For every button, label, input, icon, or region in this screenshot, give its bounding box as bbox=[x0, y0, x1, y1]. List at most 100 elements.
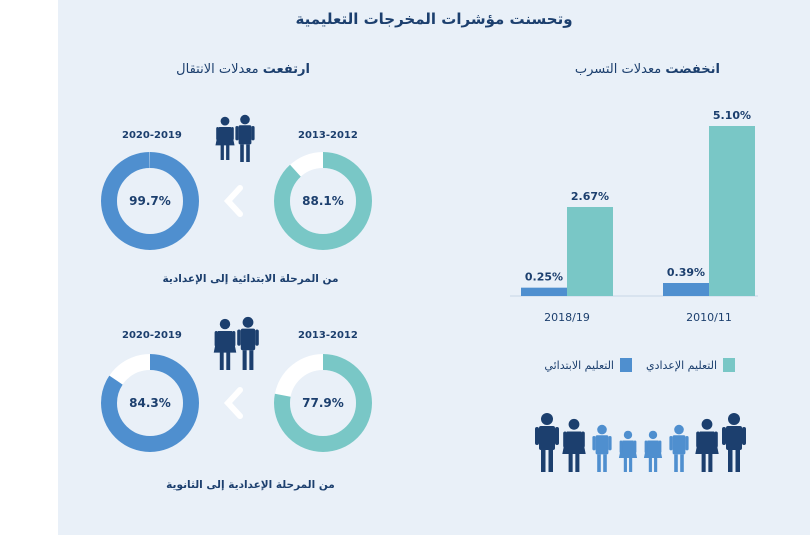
child-icon-6-leg-r bbox=[708, 452, 713, 472]
boy-icon-top-arm-l bbox=[235, 126, 239, 141]
dropout-heading: انخفضت معدلات التسرب bbox=[575, 62, 720, 77]
donut-prep-2019-label: 84.3% bbox=[129, 396, 171, 410]
child-icon-7 bbox=[722, 413, 746, 472]
boy-icon-middle-leg-r bbox=[249, 350, 254, 370]
child-icon-3 bbox=[618, 430, 638, 472]
legend-swatch-teal bbox=[723, 358, 735, 372]
donut-prep-2019: 84.3% bbox=[101, 354, 199, 452]
boy-icon-top-leg-l bbox=[240, 144, 244, 162]
child-icon-2-leg-l bbox=[597, 454, 601, 472]
girl-icon-middle-leg-l bbox=[219, 350, 224, 370]
infographic-panel: وتحسنت مؤشرات المخرجات التعليمية انخفضت … bbox=[58, 0, 810, 535]
child-icon-2-leg-r bbox=[603, 454, 607, 472]
child-icon-6 bbox=[695, 418, 719, 472]
arrow-left-icon-2 bbox=[223, 387, 243, 419]
child-icon-7-arm-r bbox=[742, 427, 746, 445]
child-icon-0-arm-l bbox=[535, 427, 539, 445]
group2-caption: من المرحلة الإعدادية إلى الثانوية bbox=[166, 479, 335, 491]
boy-icon-middle-head bbox=[242, 316, 254, 328]
child-icon-3-arm-r bbox=[633, 440, 637, 454]
bar-category-label-0: 2018/19 bbox=[544, 311, 590, 324]
donut-prep-2012-label: 77.9% bbox=[302, 396, 344, 410]
girl-icon-middle-head bbox=[219, 318, 231, 330]
child-icon-6-arm-l bbox=[696, 431, 700, 448]
bar-preparatory-label-1: 5.10% bbox=[713, 109, 751, 122]
group1-caption: من المرحلة الابتدائية إلى الإعدادية bbox=[162, 273, 339, 285]
donut-primary-2019: 99.7% bbox=[101, 152, 199, 250]
boy-icon-top-leg-r bbox=[246, 144, 250, 162]
legend-primary-label: التعليم الابتدائي bbox=[544, 358, 614, 372]
child-icon-1 bbox=[562, 418, 586, 472]
donut-primary-2019-label: 99.7% bbox=[129, 194, 171, 208]
legend-preparatory: التعليم الإعدادي bbox=[646, 358, 735, 372]
child-icon-0-torso bbox=[539, 426, 555, 450]
bar-primary-label-0: 0.25% bbox=[525, 271, 563, 284]
child-icon-4-dress bbox=[643, 440, 663, 458]
child-icon-5-torso bbox=[672, 435, 686, 455]
child-icon-1-leg-r bbox=[575, 452, 580, 472]
girl-icon-top-head bbox=[220, 116, 230, 126]
legend-preparatory-label: التعليم الإعدادي bbox=[645, 358, 717, 372]
child-icon-7-leg-l bbox=[728, 450, 733, 472]
child-icon-2-torso bbox=[595, 435, 609, 455]
bar-preparatory-0 bbox=[567, 207, 613, 296]
child-icon-2-arm-l bbox=[592, 436, 596, 451]
boy-icon-top-head bbox=[240, 114, 250, 125]
girl-icon-middle-leg-r bbox=[226, 350, 231, 370]
group2-old-year: 2013-2012 bbox=[298, 330, 358, 341]
page-title: وتحسنت مؤشرات المخرجات التعليمية bbox=[295, 10, 573, 28]
child-icon-5-leg-r bbox=[680, 454, 684, 472]
child-icon-0-head bbox=[541, 413, 553, 425]
child-icon-3-head bbox=[623, 430, 633, 440]
child-icon-0 bbox=[535, 413, 559, 472]
girl-icon-top-arm-r bbox=[230, 127, 234, 141]
child-icon-6-head bbox=[701, 418, 713, 430]
child-icon-3-leg-r bbox=[629, 456, 633, 472]
boy-icon-middle-torso bbox=[240, 328, 256, 351]
child-icon-3-arm-l bbox=[619, 440, 623, 454]
girl-icon-top-arm-l bbox=[216, 127, 220, 141]
child-icon-7-torso bbox=[726, 426, 742, 450]
boy-icon-middle-leg-l bbox=[242, 350, 247, 370]
girl-icon-top-leg-l bbox=[220, 143, 224, 160]
child-icon-6-leg-l bbox=[701, 452, 706, 472]
legend-swatch-blue bbox=[620, 358, 632, 372]
transition-heading: ارتفعت معدلات الانتقال bbox=[176, 62, 310, 77]
child-icon-3-dress bbox=[618, 440, 638, 458]
donut-prep-2019-arc bbox=[101, 354, 199, 452]
group1-new-year: 2020-2019 bbox=[122, 130, 182, 141]
child-icon-1-arm-l bbox=[563, 431, 567, 448]
child-icon-0-leg-r bbox=[548, 450, 553, 472]
chart-canvas: 0.25% 2.67% 2018/19 0.39% 5.10% 2010/11 88.1% 9… bbox=[101, 109, 758, 472]
boy-icon-top-torso bbox=[238, 125, 252, 145]
donut-primary-2012-label: 88.1% bbox=[302, 194, 344, 208]
girl-icon-middle-arm-l bbox=[214, 331, 219, 347]
child-icon-1-dress bbox=[562, 431, 586, 454]
child-icon-5-leg-l bbox=[674, 454, 678, 472]
boy-icon-middle-arm-r bbox=[255, 329, 259, 346]
bar-preparatory-1 bbox=[709, 126, 755, 296]
child-icon-5-arm-l bbox=[669, 436, 673, 451]
legend-primary: التعليم الابتدائي bbox=[544, 358, 632, 372]
bar-category-label-1: 2010/11 bbox=[686, 311, 732, 324]
child-icon-5-head bbox=[674, 424, 684, 435]
child-icon-7-arm-l bbox=[722, 427, 726, 445]
donut-prep-2012: 77.9% bbox=[274, 354, 372, 452]
child-icon-5-arm-r bbox=[685, 436, 689, 451]
transition-heading-rest: معدلات الانتقال bbox=[176, 62, 259, 77]
child-icon-4-head bbox=[648, 430, 658, 440]
donut-primary-2019-arc bbox=[101, 152, 199, 250]
group1-old-year: 2013-2012 bbox=[298, 130, 358, 141]
child-icon-5 bbox=[669, 424, 689, 472]
child-icon-2 bbox=[592, 424, 612, 472]
bar-preparatory-label-0: 2.67% bbox=[571, 190, 609, 203]
child-icon-4 bbox=[643, 430, 663, 472]
child-icon-6-arm-r bbox=[714, 431, 718, 448]
boy-icon-top-arm-r bbox=[251, 126, 255, 141]
arrow-left-icon-1 bbox=[223, 185, 243, 217]
boy-icon-middle bbox=[237, 316, 259, 370]
child-icon-4-leg-l bbox=[648, 456, 652, 472]
girl-icon-middle bbox=[213, 318, 237, 370]
child-icon-0-leg-l bbox=[541, 450, 546, 472]
girl-icon-top-leg-r bbox=[226, 143, 230, 160]
